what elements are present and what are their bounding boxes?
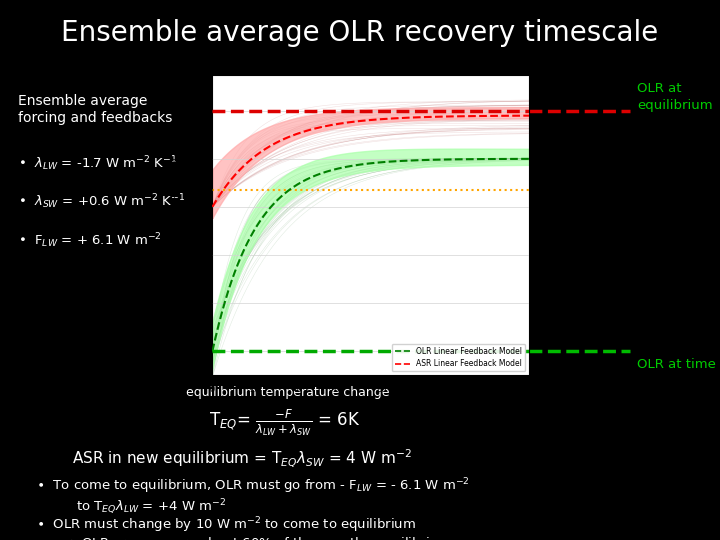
X-axis label: Year after perturbation: Year after perturbation [319,400,423,409]
Text: $\rightarrow$ OLR crosses zero about 60% of the way the equilibrium: $\rightarrow$ OLR crosses zero about 60%… [61,535,451,540]
Text: $\bullet$  To come to equilibrium, OLR must go from - F$_{LW}$ = - 6.1 W m$^{-2}: $\bullet$ To come to equilibrium, OLR mu… [36,476,469,496]
Text: •  $\lambda_{LW}$ = -1.7 W m$^{-2}$ K$^{-1}$: • $\lambda_{LW}$ = -1.7 W m$^{-2}$ K$^{-… [18,154,178,173]
Text: T$_{EQ}$= $\frac{-F}{\lambda_{LW}+\lambda_{SW}}$ = 6K: T$_{EQ}$= $\frac{-F}{\lambda_{LW}+\lambd… [209,408,360,438]
Text: $\bullet$  OLR must change by 10 W m$^{-2}$ to come to equilibrium: $\bullet$ OLR must change by 10 W m$^{-2… [36,515,416,535]
Text: OLR at time = 0: OLR at time = 0 [637,358,720,371]
Legend: OLR Linear Feedback Model, ASR Linear Feedback Model: OLR Linear Feedback Model, ASR Linear Fe… [392,343,526,372]
Text: equilibrium temperature change: equilibrium temperature change [186,386,390,399]
Title: CMIP5 Ensemble mean response instantaneous 4XCO$_2$: CMIP5 Ensemble mean response instantaneo… [256,62,486,75]
Text: OLR at
equilibrium: OLR at equilibrium [637,82,713,112]
Text: •  F$_{LW}$ = + 6.1 W m$^{-2}$: • F$_{LW}$ = + 6.1 W m$^{-2}$ [18,232,162,251]
Text: Ensemble average OLR recovery timescale: Ensemble average OLR recovery timescale [61,19,659,47]
Text: to T$_{EQ}$$\lambda_{LW}$ = +4 W m$^{-2}$: to T$_{EQ}$$\lambda_{LW}$ = +4 W m$^{-2}… [76,498,225,517]
Text: ASR in new equilibrium = T$_{EQ}$$\lambda_{SW}$ = 4 W m$^{-2}$: ASR in new equilibrium = T$_{EQ}$$\lambd… [72,447,412,469]
Text: Ensemble average
forcing and feedbacks: Ensemble average forcing and feedbacks [18,94,172,125]
Text: •  $\lambda_{SW}$ = +0.6 W m$^{-2}$ K$^{-1}$: • $\lambda_{SW}$ = +0.6 W m$^{-2}$ K$^{-… [18,193,186,212]
Y-axis label: Top of atmosphere radiation anomaly (W m$^{-2}$): Top of atmosphere radiation anomaly (W m… [171,135,185,315]
